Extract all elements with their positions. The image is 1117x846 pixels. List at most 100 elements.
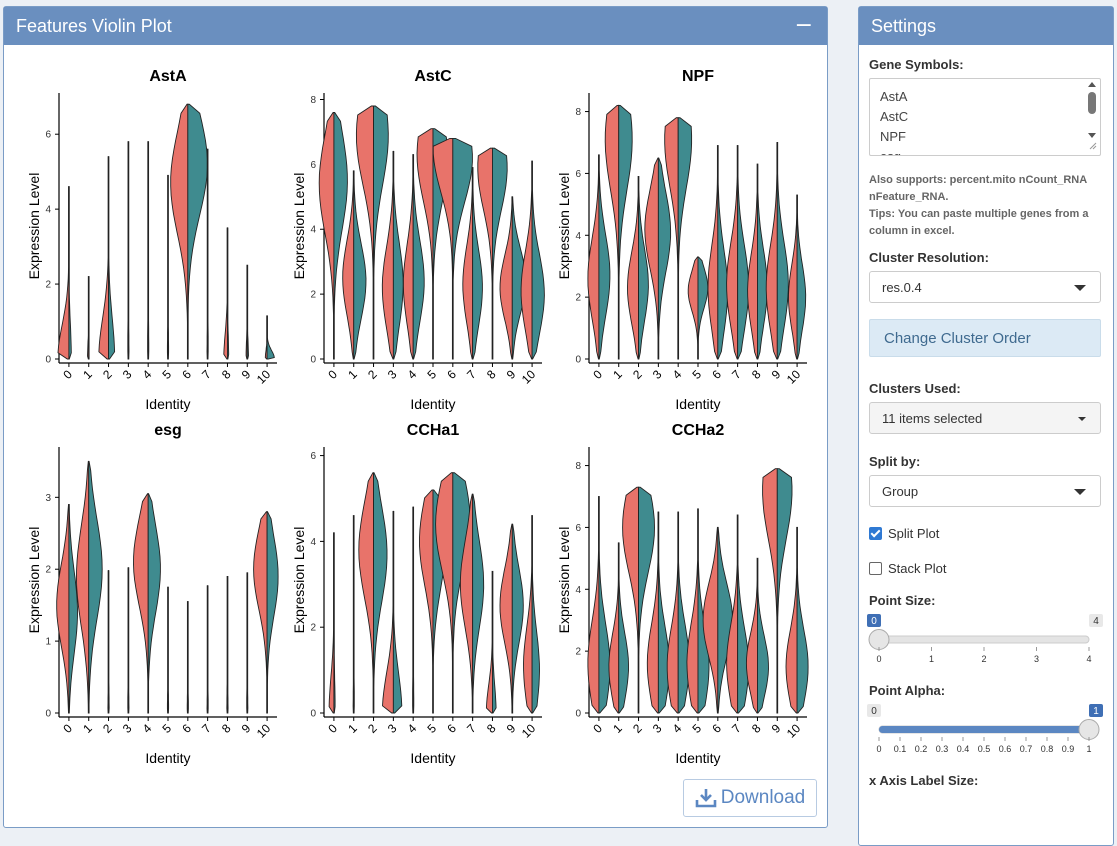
y-axis-title: Expression Level bbox=[291, 527, 307, 634]
y-tick-label: 2 bbox=[310, 290, 316, 301]
minus-icon[interactable]: − bbox=[795, 7, 813, 45]
violin-half-group2 bbox=[374, 473, 387, 713]
chevron-down-icon bbox=[1078, 417, 1086, 421]
violin-plot-panel-header: Features Violin Plot − bbox=[4, 7, 827, 45]
x-tick-label: 10 bbox=[784, 721, 804, 741]
violin-half-group2 bbox=[599, 496, 610, 713]
violin-half-group1 bbox=[628, 177, 639, 360]
x-tick-label: 6 bbox=[709, 367, 724, 382]
download-button[interactable]: Download bbox=[683, 779, 817, 817]
violin-half-group2 bbox=[757, 164, 767, 359]
slider-tick-label: 1 bbox=[929, 654, 934, 664]
split-plot-label: Split Plot bbox=[888, 526, 939, 541]
y-tick-label: 1 bbox=[45, 637, 51, 648]
y-tick-label: 6 bbox=[575, 169, 581, 180]
slider-max-label: 4 bbox=[1093, 616, 1099, 627]
violin-half-group2 bbox=[678, 118, 691, 359]
x-tick-label: 5 bbox=[689, 721, 704, 736]
panel-title: CCHa1 bbox=[407, 422, 460, 439]
x-tick-label: 1 bbox=[345, 367, 360, 382]
x-tick-label: 1 bbox=[80, 721, 95, 736]
x-tick-label: 5 bbox=[159, 367, 174, 382]
violin-half-group2 bbox=[738, 515, 749, 713]
violin-half-group1 bbox=[134, 494, 149, 713]
slider-tick-label: 0.5 bbox=[978, 744, 991, 754]
x-tick-label: 8 bbox=[749, 367, 764, 382]
x-tick-label: 7 bbox=[199, 721, 214, 736]
x-tick-label: 9 bbox=[769, 367, 784, 382]
slider-tick-label: 0 bbox=[876, 744, 881, 754]
slider-handle bbox=[1079, 720, 1099, 740]
violin-half-group1 bbox=[645, 158, 659, 359]
stack-plot-checkbox[interactable]: Stack Plot bbox=[869, 558, 1103, 578]
slider-tick-label: 0.6 bbox=[999, 744, 1012, 754]
x-tick-label: 10 bbox=[519, 721, 539, 741]
x-tick-label: 4 bbox=[405, 367, 420, 382]
violin-half-group1 bbox=[359, 473, 374, 713]
violin-half-group2 bbox=[413, 507, 414, 713]
checkbox-checked-icon[interactable] bbox=[869, 527, 882, 540]
hint-tips: Tips: You can paste multiple genes from … bbox=[869, 206, 1103, 240]
violin-half-group1 bbox=[329, 533, 334, 713]
gene-symbols-textarea[interactable]: AstA AstC NPF esg bbox=[869, 78, 1101, 156]
x-tick-label: 9 bbox=[504, 367, 519, 382]
y-tick-label: 6 bbox=[310, 451, 316, 462]
slider-tick-label: 0.9 bbox=[1062, 744, 1075, 754]
violin-plot-panel-title: Features Violin Plot bbox=[16, 16, 172, 36]
slider-tick-label: 0.4 bbox=[957, 744, 970, 754]
change-cluster-order-button[interactable]: Change Cluster Order bbox=[869, 319, 1101, 357]
settings-panel-header: Settings bbox=[859, 7, 1113, 45]
violin-half-group1 bbox=[433, 138, 453, 359]
gene-symbols-label: Gene Symbols: bbox=[869, 57, 1103, 72]
checkbox-unchecked-icon[interactable] bbox=[869, 562, 882, 575]
violin-half-group2 bbox=[247, 265, 248, 359]
clusters-used-select[interactable]: 11 items selected bbox=[869, 402, 1101, 434]
violin-half-group2 bbox=[619, 105, 632, 359]
y-tick-label: 2 bbox=[575, 293, 581, 304]
y-axis-title: Expression Level bbox=[556, 527, 572, 634]
y-tick-label: 4 bbox=[575, 231, 581, 242]
y-axis-title: Expression Level bbox=[291, 173, 307, 280]
violin-half-group2 bbox=[168, 587, 169, 713]
textarea-scrollbar[interactable] bbox=[1086, 81, 1098, 151]
x-tick-label: 8 bbox=[749, 721, 764, 736]
y-tick-label: 4 bbox=[575, 585, 581, 596]
cluster-resolution-label: Cluster Resolution: bbox=[869, 250, 1103, 265]
violin-half-group2 bbox=[797, 527, 808, 713]
slider-tick-label: 4 bbox=[1086, 654, 1091, 664]
x-tick-label: 6 bbox=[444, 367, 459, 382]
cluster-resolution-select[interactable]: res.0.4 bbox=[869, 271, 1101, 303]
x-tick-label: 5 bbox=[689, 367, 704, 382]
x-tick-label: 10 bbox=[784, 367, 804, 387]
violin-half-group2 bbox=[334, 533, 335, 713]
y-tick-label: 0 bbox=[45, 355, 51, 366]
split-by-select[interactable]: Group bbox=[869, 475, 1101, 507]
gene-line: AstA bbox=[880, 87, 1090, 107]
violin-half-group2 bbox=[532, 516, 539, 713]
x-tick-label: 0 bbox=[60, 367, 75, 382]
x-tick-label: 6 bbox=[444, 721, 459, 736]
split-plot-checkbox[interactable]: Split Plot bbox=[869, 523, 1103, 543]
x-tick-label: 1 bbox=[610, 721, 625, 736]
violin-half-group2 bbox=[599, 155, 610, 359]
x-axis-title: Identity bbox=[145, 396, 190, 412]
y-tick-label: 3 bbox=[45, 493, 51, 504]
y-axis-title: Expression Level bbox=[26, 527, 42, 634]
violin-half-group2 bbox=[267, 316, 274, 359]
x-tick-label: 6 bbox=[709, 721, 724, 736]
slider-track bbox=[879, 636, 1089, 643]
y-tick-label: 0 bbox=[575, 709, 581, 720]
violin-half-group2 bbox=[208, 586, 209, 713]
violin-half-group2 bbox=[148, 494, 160, 713]
x-tick-label: 4 bbox=[140, 367, 155, 382]
x-tick-label: 6 bbox=[179, 721, 194, 736]
x-tick-label: 1 bbox=[610, 367, 625, 382]
violin-half-group2 bbox=[393, 511, 401, 713]
x-tick-label: 1 bbox=[80, 367, 95, 382]
x-tick-label: 7 bbox=[729, 721, 744, 736]
